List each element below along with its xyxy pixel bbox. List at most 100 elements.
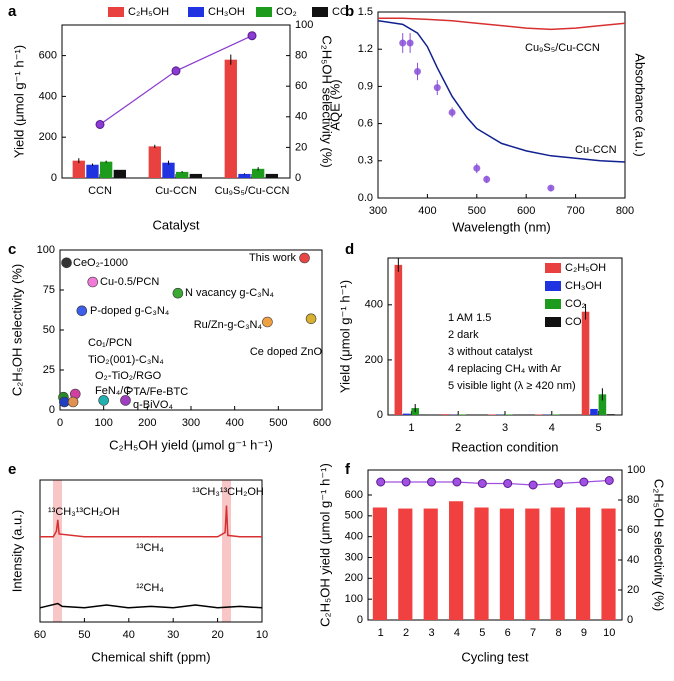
legend-swatch — [256, 7, 272, 17]
x-tick-label: 200 — [138, 417, 156, 429]
point-label: P-doped g-C₃N₄ — [90, 305, 170, 317]
point-label: N vacancy g-C₃N₄ — [185, 287, 275, 299]
y-tick-label: 0.6 — [358, 118, 373, 130]
highlight-band — [222, 480, 231, 622]
y-tick-label: 400 — [345, 531, 363, 543]
legend-label: C₂H₅OH — [565, 262, 606, 274]
x-tick-label: 1 — [408, 422, 414, 434]
selectivity-point — [528, 480, 538, 490]
bar — [419, 414, 428, 415]
x-tick-label: 800 — [616, 205, 634, 217]
x-tick-label: 600 — [313, 417, 331, 429]
panel-label: e — [8, 461, 16, 478]
x-axis-label: Chemical shift (ppm) — [91, 649, 210, 664]
aqe-point — [414, 68, 422, 76]
curve — [378, 17, 626, 31]
y-tick-label: 600 — [39, 50, 57, 62]
literature-point — [98, 395, 109, 406]
y2-tick-label: 100 — [627, 464, 645, 476]
x-axis-label: Catalyst — [153, 217, 200, 232]
plot-frame — [61, 24, 291, 179]
condition-note: 4 replacing CH₄ with Ar — [448, 363, 562, 375]
legend-swatch — [312, 7, 328, 17]
y-tick-label: 200 — [345, 572, 363, 584]
x-axis-label: Wavelength (nm) — [452, 219, 551, 234]
x-tick-label: 5 — [479, 627, 485, 639]
bar — [601, 508, 616, 620]
legend-label: C₂H₅OH — [128, 6, 169, 18]
bar — [488, 414, 496, 415]
bar — [224, 59, 237, 178]
x-tick-label: 40 — [123, 629, 135, 641]
y2-tick-label: 20 — [627, 584, 639, 596]
x-tick-label: 100 — [94, 417, 112, 429]
plot-frame — [367, 469, 623, 621]
selectivity-point — [401, 477, 411, 487]
literature-point — [299, 252, 310, 264]
x-tick-label: 4 — [454, 627, 460, 639]
y-axis-label: Yield (μmol g⁻¹ h⁻¹) — [337, 280, 352, 393]
y-tick-label: 200 — [365, 354, 383, 366]
x-tick-label: 600 — [517, 205, 535, 217]
selectivity-point — [503, 479, 513, 488]
literature-point — [172, 287, 184, 299]
bar — [423, 508, 438, 620]
bar — [576, 507, 591, 620]
curve — [377, 19, 626, 163]
x-tick-label: 300 — [182, 417, 200, 429]
legend-label: CO₂ — [565, 298, 586, 310]
bar — [598, 394, 607, 415]
aqe-point — [399, 39, 407, 47]
y-tick-label: 0 — [377, 409, 383, 421]
x-tick-label: 3 — [502, 422, 508, 434]
legend-label: CO — [565, 316, 582, 328]
legend-swatch — [545, 281, 561, 291]
x-tick-label: 500 — [468, 205, 486, 217]
x-tick-label: 9 — [581, 627, 587, 639]
selectivity-line — [380, 479, 610, 486]
aqe-point — [406, 39, 414, 47]
condition-note: 5 visible light (λ ≥ 420 nm) — [448, 380, 576, 392]
y2-axis-label: Absorbance (a.u.) — [633, 53, 648, 156]
legend-swatch — [545, 299, 561, 309]
bar — [100, 161, 113, 178]
bar — [499, 508, 514, 620]
x-tick-label: 10 — [256, 629, 268, 641]
panel-label: f — [345, 461, 351, 478]
y-axis-label: C₂H₅OH selectivity (%) — [9, 264, 24, 396]
point-label: CeO₂-1000 — [73, 257, 128, 269]
bar — [449, 501, 464, 620]
selectivity-point — [171, 66, 181, 76]
y2-tick-label: 80 — [295, 50, 307, 62]
selectivity-point — [579, 477, 589, 487]
bar — [189, 173, 202, 178]
selectivity-point — [427, 477, 436, 487]
y-tick-label: 0 — [357, 614, 363, 626]
y-tick-label: 75 — [43, 284, 55, 296]
aqe-point — [473, 164, 481, 172]
x-tick-label: Cu₉S₅/Cu-CCN — [215, 185, 290, 197]
selectivity-point — [247, 31, 257, 41]
selectivity-point — [477, 479, 487, 488]
curve — [40, 505, 262, 538]
point-label: O₂-TiO₂/RGO — [95, 370, 162, 382]
y-tick-label: 100 — [345, 593, 363, 605]
highlight-band — [53, 480, 62, 622]
y2-tick-label: 0 — [627, 614, 633, 626]
literature-point — [87, 276, 99, 288]
y2-tick-label: 60 — [295, 80, 307, 92]
selectivity-point — [554, 479, 563, 488]
curve — [39, 602, 263, 609]
point-label: FeN₄/C — [95, 385, 131, 397]
panel-label: a — [8, 3, 17, 20]
legend-swatch — [108, 7, 124, 17]
y-tick-label: 0.9 — [358, 80, 373, 92]
panel-label: d — [345, 241, 354, 258]
bar — [402, 413, 411, 415]
literature-point — [120, 395, 131, 406]
y-tick-label: 500 — [345, 510, 363, 522]
y-tick-label: 50 — [43, 324, 55, 336]
y-axis-label: AQE (%) — [327, 79, 342, 130]
point-label: This work — [249, 252, 297, 264]
